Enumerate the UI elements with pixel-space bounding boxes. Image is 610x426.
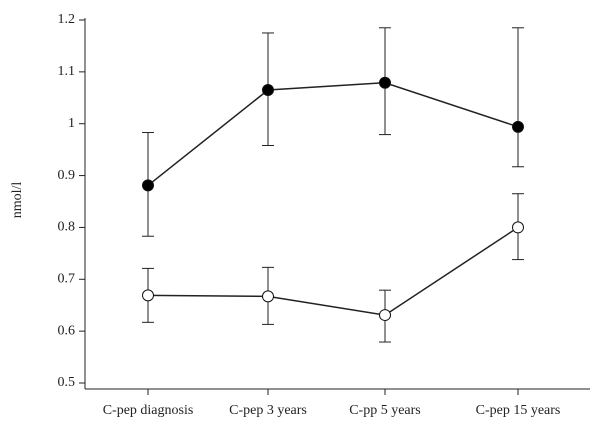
- y-tick-label: 0.6: [58, 323, 76, 338]
- point: [379, 309, 391, 322]
- point: [142, 289, 154, 302]
- x-tick-label: C-pp 5 years: [349, 403, 421, 418]
- point: [512, 120, 524, 133]
- y-tick-label: 1.1: [58, 64, 76, 79]
- point: [262, 290, 274, 303]
- series-line: [147, 226, 519, 316]
- series-line: [147, 81, 519, 187]
- x-tick-label: C-pep 3 years: [229, 403, 307, 418]
- y-axis-label: nmol/l: [10, 182, 25, 219]
- x-tick-label: C-pep diagnosis: [103, 403, 194, 418]
- point: [512, 221, 524, 234]
- y-tick-label: 0.8: [58, 220, 76, 235]
- y-tick-label: 1.2: [58, 12, 76, 27]
- point: [142, 179, 154, 192]
- y-tick-label: 0.9: [58, 168, 76, 183]
- y-tick-label: 0.7: [58, 272, 76, 287]
- point: [262, 84, 274, 97]
- x-tick-label: C-pep 15 years: [476, 403, 561, 418]
- point: [379, 76, 391, 89]
- y-tick-label: 0.5: [58, 375, 76, 390]
- y-tick-label: 1: [68, 116, 75, 131]
